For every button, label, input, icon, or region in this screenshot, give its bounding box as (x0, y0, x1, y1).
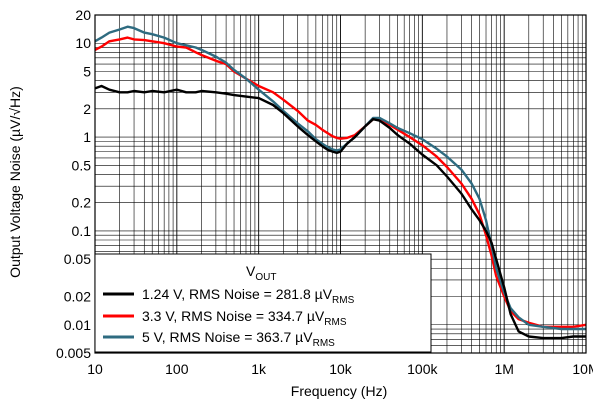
series-line-0 (94, 36, 587, 328)
series-line-1 (94, 25, 586, 331)
y-tick-label: 1 (83, 129, 91, 145)
y-tick-label: 0.2 (72, 195, 92, 211)
legend-box (94, 253, 432, 353)
plot-frame (94, 14, 587, 354)
legend-entry-5v: 5 V, RMS Noise = 363.7 µVRMS (142, 329, 335, 349)
legend-title: VOUT (246, 263, 276, 283)
y-tick-label: 0.1 (72, 223, 92, 239)
x-tick-label: 100k (407, 361, 438, 377)
y-tick-label: 20 (75, 7, 91, 23)
x-tick-label: 1M (494, 361, 513, 377)
y-tick-label: 10 (75, 35, 91, 51)
y-tick-labels: 0.005 0.01 0.02 0.05 0.1 0.2 0.5 1 2 5 10 20 (56, 7, 91, 361)
x-tick-label: 10k (329, 361, 353, 377)
y-tick-label: 0.005 (56, 345, 91, 361)
legend-entry-1-24v: 1.24 V, RMS Noise = 281.8 µVRMS (142, 286, 355, 306)
y-axis-label: Output Voltage Noise (µV/√Hz) (7, 86, 23, 278)
y-tick-label: 0.01 (64, 317, 91, 333)
y-tick-label: 2 (83, 101, 91, 117)
x-tick-label: 100 (165, 361, 189, 377)
legend: VOUT 1.24 V, RMS Noise = 281.8 µVRMS 3.3… (94, 253, 432, 353)
y-tick-label: 0.02 (64, 289, 91, 305)
x-axis-label: Frequency (Hz) (291, 383, 387, 399)
y-tick-label: 5 (83, 63, 91, 79)
x-tick-label: 1k (251, 361, 267, 377)
y-tick-label: 0.05 (64, 251, 91, 267)
series-lines (94, 25, 587, 340)
series-line-2 (94, 84, 586, 340)
x-tick-label: 10 (87, 361, 103, 377)
x-tick-label: 10M (572, 361, 593, 377)
y-tick-label: 0.5 (72, 157, 92, 173)
x-tick-labels: 10 100 1k 10k 100k 1M 10M (87, 361, 593, 377)
legend-entry-3-3v: 3.3 V, RMS Noise = 334.7 µVRMS (142, 308, 347, 328)
